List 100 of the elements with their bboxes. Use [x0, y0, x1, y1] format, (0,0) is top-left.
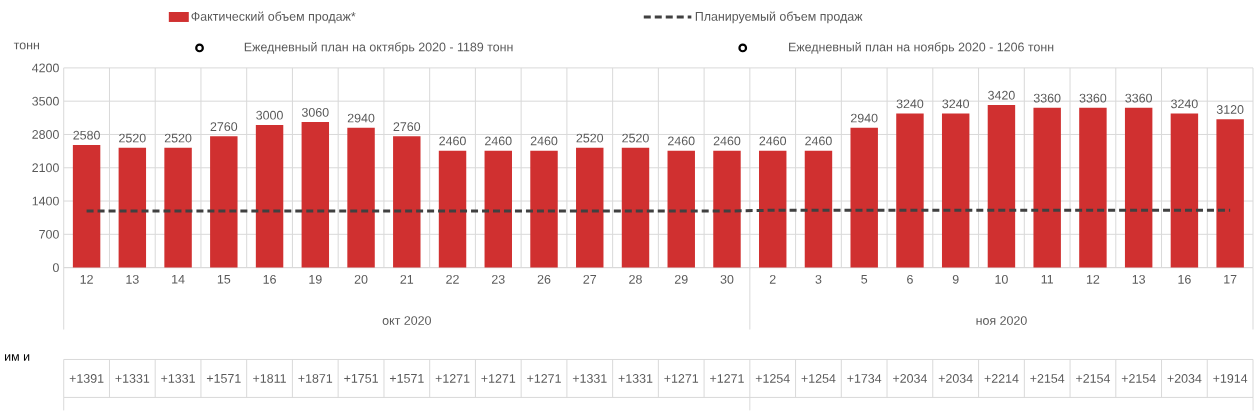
text: +1751 — [344, 374, 378, 383]
x-tick-label: 22 — [446, 275, 459, 284]
data-label: 2460 — [530, 136, 558, 146]
text: +2154 — [1076, 374, 1111, 383]
bar — [347, 127, 375, 268]
text: +1271 — [435, 374, 470, 383]
text: +2214 — [984, 374, 1019, 383]
data-label: 3240 — [942, 99, 970, 109]
text: +2034 — [893, 374, 927, 383]
text: +1331 — [618, 374, 653, 383]
data-label: 3360 — [1125, 93, 1152, 103]
text: +1271 — [481, 374, 516, 383]
text: им и — [5, 354, 30, 361]
data-label: 2460 — [668, 136, 695, 146]
x-tick-label: 16 — [1178, 275, 1191, 284]
x-tick-label: 15 — [217, 275, 231, 284]
data-label: 2460 — [485, 136, 512, 146]
x-tick-label: 3 — [815, 275, 822, 284]
data-label: 3360 — [1079, 93, 1107, 103]
legend-label: Фактический объем продаж* — [191, 11, 356, 24]
data-label: 3060 — [301, 108, 329, 117]
x-tick-label: 6 — [907, 275, 913, 284]
y-tick-label: 2100 — [32, 163, 59, 173]
x-tick-label: 21 — [400, 275, 414, 284]
x-tick-label: 14 — [172, 275, 185, 284]
bar — [484, 150, 512, 268]
x-tick-label: 17 — [1224, 275, 1237, 284]
bar — [896, 113, 924, 268]
x-tick-label: 19 — [309, 275, 322, 284]
text: +1914 — [1213, 374, 1248, 383]
y-tick-label: 2800 — [32, 130, 59, 139]
bar — [1216, 119, 1244, 268]
data-label: 2760 — [393, 122, 421, 132]
data-label: 2520 — [622, 133, 649, 143]
text: +1254 — [755, 374, 790, 383]
text: окт 2020 — [382, 316, 431, 325]
text: +2154 — [1121, 374, 1156, 383]
x-tick-label: 28 — [629, 275, 642, 284]
bar — [713, 150, 741, 268]
x-tick-label: 16 — [263, 275, 276, 284]
data-label: 2580 — [73, 130, 100, 140]
data-label: 2460 — [759, 136, 787, 146]
x-tick-label: 12 — [80, 275, 93, 284]
data-label: 2520 — [576, 133, 604, 143]
text: +1331 — [115, 374, 150, 383]
data-label: 3240 — [896, 99, 924, 109]
x-tick-label: 29 — [674, 275, 688, 284]
data-label: 2760 — [210, 122, 238, 132]
text: +2034 — [1167, 374, 1202, 383]
x-tick-label: 26 — [537, 275, 551, 284]
data-label: 3420 — [988, 90, 1015, 100]
text: +1871 — [298, 374, 333, 383]
text: Ежедневный план на ноябрь 2020 - 1206 тонн — [789, 42, 1054, 54]
text: +1271 — [710, 374, 744, 383]
bar — [438, 150, 467, 268]
x-tick-label: 2 — [769, 275, 776, 284]
x-tick-label: 9 — [952, 275, 959, 284]
bar — [1079, 107, 1107, 268]
text: +2154 — [1030, 374, 1065, 383]
x-tick-label: 12 — [1086, 275, 1100, 284]
text: +1271 — [527, 374, 561, 383]
x-tick-label: 10 — [995, 275, 1008, 284]
bar — [301, 122, 330, 268]
text: +1571 — [389, 374, 424, 383]
data-label: 2940 — [851, 113, 878, 123]
bar — [621, 147, 650, 268]
bar — [941, 113, 970, 268]
data-label: 3360 — [1033, 93, 1061, 103]
bar — [393, 136, 421, 268]
data-label: 2460 — [439, 136, 466, 146]
data-label: 2460 — [713, 136, 741, 146]
x-tick-label: 13 — [1132, 275, 1146, 284]
bar — [850, 127, 878, 268]
text: +1254 — [801, 374, 836, 383]
y-tick-label: 1400 — [32, 196, 59, 206]
y-tick-label: 3500 — [32, 96, 59, 106]
bar — [530, 150, 558, 268]
bar — [118, 147, 147, 268]
data-label: 2460 — [805, 136, 832, 146]
x-tick-label: 30 — [720, 275, 734, 284]
text: Ежедневный план на октябрь 2020 - 1189 тонн — [244, 42, 513, 54]
x-tick-label: 13 — [126, 275, 139, 284]
x-tick-label: 23 — [491, 275, 505, 284]
y-axis-title: тонн — [13, 42, 40, 50]
y-tick-label: 4200 — [32, 63, 59, 73]
bar — [72, 144, 101, 268]
bar — [576, 147, 604, 268]
x-tick-label: 11 — [1041, 275, 1054, 284]
data-label: 3120 — [1216, 105, 1244, 114]
text: +2034 — [938, 374, 973, 383]
bar — [804, 150, 833, 268]
text: +1811 — [253, 374, 286, 383]
x-tick-label: 27 — [583, 275, 597, 284]
y-tick-label: 700 — [39, 229, 59, 239]
text: +1571 — [206, 374, 241, 383]
bar — [1170, 113, 1199, 268]
data-label: 2940 — [347, 113, 375, 123]
data-label: 2520 — [119, 133, 146, 143]
bar — [987, 105, 1016, 268]
x-tick-label: 20 — [354, 275, 368, 284]
